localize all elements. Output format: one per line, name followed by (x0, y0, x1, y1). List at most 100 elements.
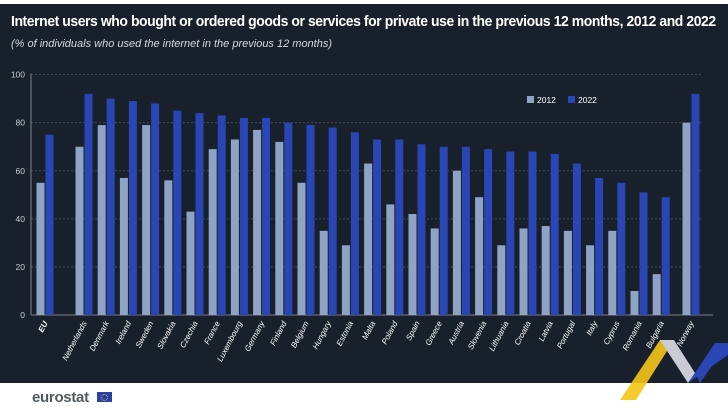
bar-2012-romania (630, 290, 639, 315)
x-tick-label: Hungary (311, 319, 334, 351)
decor-ribbon-yellow (620, 340, 674, 400)
y-tick-label: 100 (11, 70, 25, 80)
eu-flag-icon (97, 392, 112, 402)
bar-2022-latvia (550, 153, 559, 315)
bar-2012-croatia (519, 228, 528, 315)
bar-2012-netherlands (75, 146, 84, 315)
eurostat-logo: eurostat (32, 389, 89, 406)
bar-2022-luxembourg (239, 117, 248, 315)
bar-2022-cyprus (617, 182, 626, 315)
bar-2012-france (208, 149, 217, 315)
legend-swatch-2012 (527, 96, 534, 103)
x-tick-label: Netherlands (61, 320, 89, 362)
y-tick-label: 60 (16, 166, 26, 176)
bar-2022-finland (284, 122, 293, 316)
bar-2012-slovakia (164, 180, 173, 315)
bar-2012-spain (408, 214, 417, 315)
x-tick-label: Poland (380, 319, 400, 346)
x-tick-label: France (202, 319, 222, 346)
chart-title: Internet users who bought or ordered goo… (11, 13, 716, 30)
bar-2022-sweden (151, 103, 160, 315)
legend-label: 2012 (537, 95, 556, 105)
bar-2022-lithuania (506, 151, 515, 315)
x-tick-label: Austria (446, 319, 466, 347)
bar-2022-estonia (350, 132, 359, 315)
bar-2012-czechia (186, 211, 195, 315)
y-tick-label: 20 (16, 262, 26, 272)
bar-2022-belgium (306, 125, 315, 315)
bar-2022-poland (395, 139, 404, 315)
y-tick-label: 40 (16, 214, 26, 224)
legend-swatch-2022 (568, 96, 575, 103)
x-tick-label: Lithuania (487, 319, 510, 352)
bar-2022-greece (439, 146, 448, 315)
bar-2012-greece (430, 228, 439, 315)
y-tick-label: 80 (16, 118, 26, 128)
x-tick-label: Czechia (178, 319, 200, 349)
bar-2012-bulgaria (652, 274, 661, 315)
y-tick-label: 0 (20, 310, 25, 320)
decor-ribbon-blue-2 (695, 343, 728, 383)
bar-2022-netherlands (84, 93, 93, 315)
bar-2012-lithuania (497, 245, 506, 315)
x-tick-label: Belgium (289, 319, 311, 349)
chart-subtitle: (% of individuals who used the internet … (11, 38, 333, 50)
x-tick-label: Germany (243, 319, 267, 353)
x-tick-label: Latvia (537, 319, 555, 343)
bar-2022-bulgaria (661, 197, 670, 315)
bar-2022-slovakia (173, 110, 182, 315)
bar-2022-romania (639, 192, 648, 315)
bar-2022-denmark (106, 98, 115, 315)
x-tick-label: Slovenia (466, 319, 489, 351)
bar-2012-luxembourg (230, 139, 239, 315)
bar-2012-italy (586, 245, 595, 315)
bar-2012-sweden (142, 125, 151, 315)
bar-2022-hungary (328, 127, 337, 315)
x-tick-label: Cyprus (602, 320, 622, 347)
bar-2022-eu (45, 134, 54, 315)
bar-2022-czechia (195, 113, 204, 316)
bar-2022-ireland (128, 101, 137, 315)
decor-ribbon-grey (660, 340, 695, 383)
x-tick-label: Norway (675, 319, 696, 348)
bar-2012-norway (682, 122, 691, 316)
bar-2012-slovenia (475, 197, 484, 315)
x-tick-label: Estonia (335, 319, 356, 347)
bar-2012-ireland (119, 177, 128, 315)
bar-2012-eu (36, 182, 45, 315)
bar-2012-hungary (319, 230, 328, 315)
x-tick-label: Finland (268, 319, 289, 347)
bar-2012-malta (364, 163, 373, 315)
bar-2012-finland (275, 141, 284, 315)
x-tick-label: Croatia (513, 319, 533, 346)
bar-2022-malta (373, 139, 382, 315)
bar-2022-slovenia (484, 149, 493, 315)
bar-2012-austria (452, 170, 461, 315)
bar-2012-portugal (563, 230, 572, 315)
x-tick-label: EU (37, 320, 50, 334)
x-tick-label: Ireland (114, 319, 134, 345)
x-tick-label: Slovakia (155, 319, 177, 350)
x-tick-label: Spain (404, 319, 422, 342)
bar-2022-spain (417, 144, 426, 315)
bar-2022-germany (262, 117, 271, 315)
x-tick-label: Denmark (88, 319, 112, 353)
x-tick-label: Sweden (134, 319, 156, 349)
bar-2022-norway (691, 93, 700, 315)
x-tick-label: Romania (621, 319, 644, 352)
bar-2012-cyprus (608, 230, 617, 315)
x-tick-label: Malta (360, 319, 377, 341)
x-tick-label: Portugal (555, 320, 577, 351)
bar-2012-poland (386, 204, 395, 315)
bar-2022-portugal (572, 163, 581, 315)
x-tick-label: Italy (585, 319, 600, 337)
bar-2022-italy (595, 177, 604, 315)
bar-2012-germany (253, 129, 262, 315)
bar-2022-france (217, 115, 226, 315)
legend-label: 2022 (578, 95, 597, 105)
x-tick-label: Greece (424, 319, 445, 347)
bar-2012-belgium (297, 182, 306, 315)
bar-2022-croatia (528, 151, 537, 315)
bar-2012-estonia (341, 245, 350, 315)
